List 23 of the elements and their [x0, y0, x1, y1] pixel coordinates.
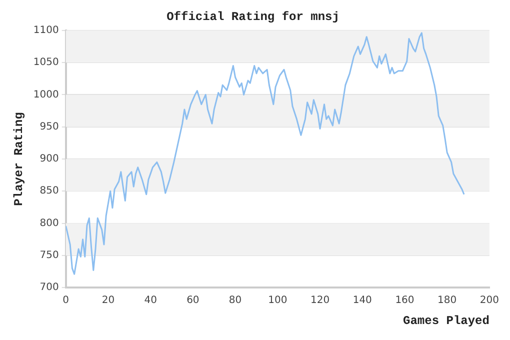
x-tick-label: 200 [480, 295, 500, 306]
y-tick-label: 1100 [33, 24, 59, 36]
x-axis-title: Games Played [403, 314, 490, 328]
x-tick-label: 0 [62, 295, 70, 306]
x-tick-label: 100 [268, 295, 288, 306]
x-tick-label: 120 [310, 295, 330, 306]
x-tick-label: 20 [102, 295, 115, 306]
y-tick-label: 750 [40, 250, 59, 262]
x-tick-label: 60 [186, 295, 200, 306]
y-tick-label: 800 [40, 218, 59, 229]
y-axis-title: Player Rating [12, 112, 26, 206]
x-tick-label: 80 [228, 295, 242, 306]
y-tick-label: 700 [40, 282, 59, 294]
x-tick-label: 140 [352, 295, 372, 306]
y-tick-label: 950 [40, 121, 59, 132]
x-tick-label: 180 [438, 295, 457, 306]
x-tick-label: 160 [395, 295, 414, 306]
x-tick-label: 40 [144, 295, 157, 306]
y-tick-label: 900 [40, 154, 59, 165]
y-tick-label: 1000 [33, 89, 59, 100]
y-tick-label: 1050 [33, 57, 59, 68]
chart-title: Official Rating for mnsj [166, 10, 340, 24]
y-tick-label: 850 [40, 186, 59, 197]
